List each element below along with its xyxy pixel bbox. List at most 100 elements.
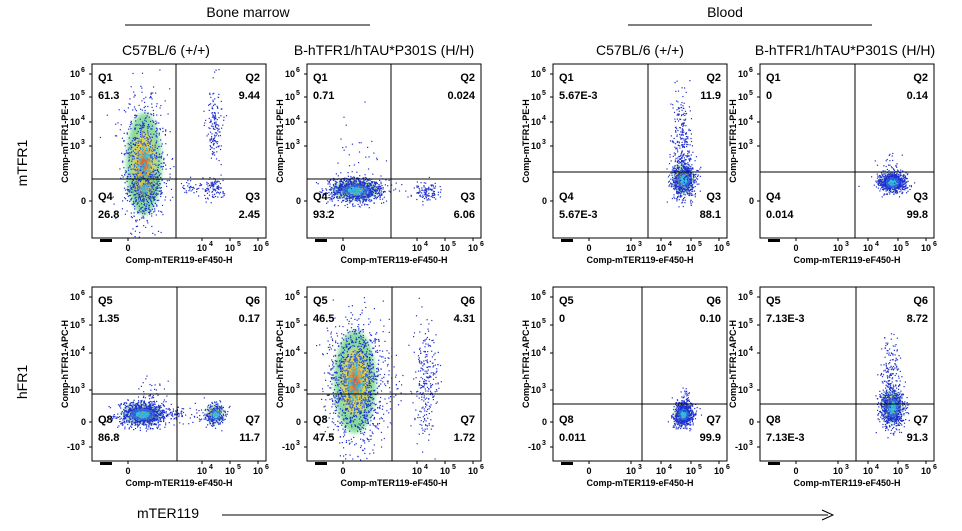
event-dot	[901, 187, 904, 189]
event-dot	[157, 408, 159, 411]
event-dot	[894, 190, 896, 192]
event-dot	[217, 107, 219, 109]
event-dot	[682, 122, 684, 124]
event-dot	[144, 418, 146, 420]
event-dot	[692, 173, 694, 175]
event-dot	[895, 192, 897, 194]
event-dot	[892, 183, 894, 186]
x-tick-label: 10	[833, 243, 843, 253]
event-dot	[679, 180, 681, 182]
event-dot	[678, 174, 680, 176]
event-dot	[213, 137, 215, 139]
event-dot	[894, 181, 896, 184]
event-dot	[672, 168, 674, 170]
event-dot	[209, 184, 211, 186]
event-dot	[683, 112, 685, 114]
event-dot	[888, 182, 891, 184]
x-axis-title: Comp-mTER119-eF450-H	[586, 255, 693, 265]
event-dot	[354, 199, 356, 201]
event-dot	[432, 185, 434, 187]
event-dot	[141, 128, 143, 130]
event-dot	[352, 191, 354, 193]
event-dot	[691, 164, 693, 166]
event-dot	[142, 170, 144, 172]
event-dot	[158, 187, 160, 189]
event-dot	[379, 194, 381, 196]
event-dot	[223, 119, 225, 121]
event-dot	[147, 180, 150, 183]
event-dot	[335, 184, 337, 186]
event-dot	[676, 128, 678, 130]
event-dot	[886, 168, 888, 171]
event-dot	[208, 194, 211, 196]
event-dot	[139, 163, 141, 165]
event-dot	[144, 172, 146, 174]
event-dot	[336, 193, 339, 195]
event-dot	[899, 180, 901, 182]
event-dot	[359, 184, 361, 186]
event-dot	[143, 169, 145, 171]
event-dot	[190, 186, 192, 188]
event-dot	[151, 208, 153, 210]
event-dot	[372, 181, 374, 183]
event-dot	[145, 157, 147, 159]
event-dot	[672, 166, 674, 168]
y-axis-title: Comp-mTFR1-PE-H	[275, 99, 285, 183]
event-dot	[344, 191, 346, 193]
event-dot	[148, 148, 150, 150]
event-dot	[162, 403, 164, 406]
event-dot	[143, 211, 145, 213]
event-dot	[895, 179, 897, 181]
event-dot	[676, 191, 678, 193]
plot-frame	[306, 63, 482, 239]
event-dot	[117, 122, 119, 124]
event-dot	[904, 182, 906, 184]
event-dot	[137, 212, 139, 214]
event-dot	[146, 203, 148, 205]
event-dot	[683, 197, 685, 199]
event-dot	[121, 152, 123, 154]
event-dot	[126, 152, 128, 154]
event-dot	[685, 175, 687, 177]
event-dot	[157, 412, 159, 414]
quadrant-percentage: 11.9	[700, 90, 721, 102]
event-dot	[886, 158, 888, 161]
event-dot	[681, 187, 683, 189]
event-dot	[695, 181, 697, 183]
event-dots	[99, 69, 228, 238]
event-dot	[160, 157, 162, 159]
event-dot	[683, 170, 685, 172]
event-dot	[352, 189, 354, 191]
event-dot	[424, 193, 427, 195]
event-dot	[879, 184, 881, 187]
event-dot	[671, 184, 673, 186]
event-dot	[339, 197, 341, 199]
event-dot	[676, 184, 678, 186]
event-dot	[675, 187, 677, 189]
event-dot	[132, 204, 134, 206]
event-dot	[150, 146, 152, 149]
x-tick-label: 10	[893, 243, 903, 253]
event-dot	[132, 186, 134, 188]
event-dot	[208, 104, 210, 106]
event-dot	[690, 204, 692, 206]
event-dot	[895, 165, 897, 167]
event-dot	[878, 182, 880, 184]
event-dot	[342, 181, 344, 183]
event-dot	[142, 408, 144, 410]
event-dot	[128, 103, 130, 105]
event-dot	[367, 188, 369, 190]
event-dot	[139, 197, 141, 199]
event-dot	[140, 108, 142, 110]
event-dot	[133, 200, 135, 203]
event-dot	[154, 202, 156, 204]
event-dot	[893, 182, 895, 184]
event-dot	[369, 201, 371, 203]
event-dot	[130, 188, 132, 190]
event-dot	[331, 197, 333, 199]
event-dot	[148, 151, 150, 153]
event-dot	[135, 201, 137, 203]
event-dot	[150, 192, 152, 194]
event-dot	[210, 146, 212, 148]
